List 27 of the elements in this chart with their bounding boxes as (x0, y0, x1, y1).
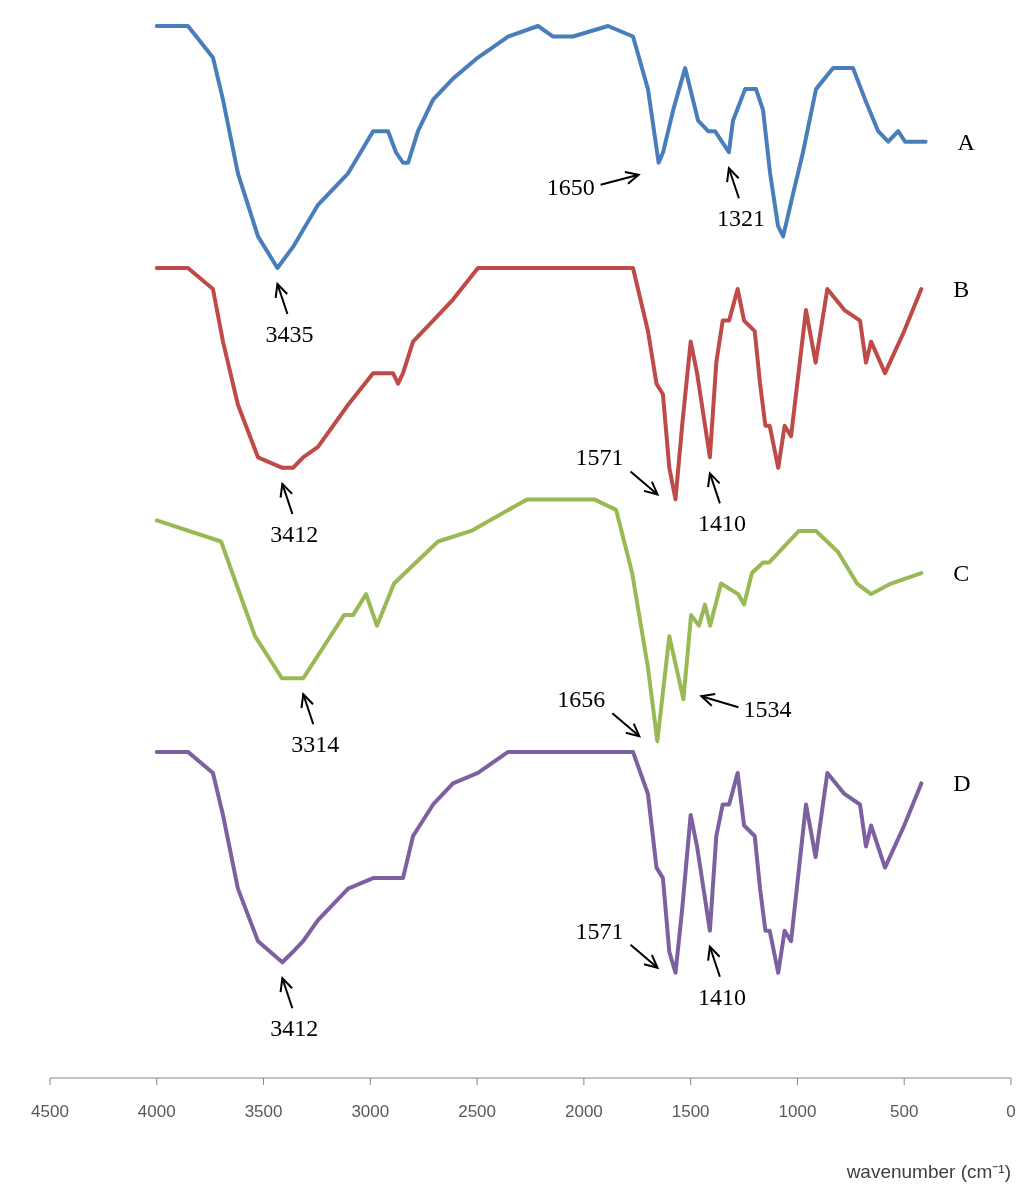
annotation: 1650 (546, 173, 595, 200)
series-label: C (953, 560, 970, 587)
series-label: A (957, 128, 976, 155)
annotation: 1656 (557, 686, 606, 713)
x-tick-label: 1500 (671, 1102, 710, 1121)
annotation: 3314 (291, 731, 340, 758)
annotation: 3412 (270, 1015, 319, 1042)
annotation: 1410 (697, 510, 746, 537)
series-label: D (953, 770, 971, 797)
annotation: 1534 (743, 696, 792, 723)
x-tick-label: 2000 (564, 1102, 603, 1121)
x-axis-title: wavenumber (cm⁻¹) (845, 1161, 1011, 1182)
x-tick-label: 3500 (244, 1102, 283, 1121)
annotation: 1571 (575, 444, 624, 471)
annotation: 3435 (265, 320, 314, 347)
x-tick-label: 3000 (351, 1102, 390, 1121)
x-tick-label: 1000 (778, 1102, 817, 1121)
annotation: 1321 (716, 205, 765, 232)
x-tick-label: 4000 (137, 1102, 176, 1121)
x-tick-label: 4500 (31, 1102, 69, 1121)
annotation: 1571 (575, 917, 624, 944)
annotation: 1410 (697, 983, 746, 1010)
x-tick-label: 0 (1006, 1102, 1016, 1121)
x-tick-label: 500 (890, 1102, 919, 1121)
annotation: 3412 (270, 520, 319, 547)
x-tick-label: 2500 (458, 1102, 497, 1121)
series-label: B (953, 276, 970, 302)
